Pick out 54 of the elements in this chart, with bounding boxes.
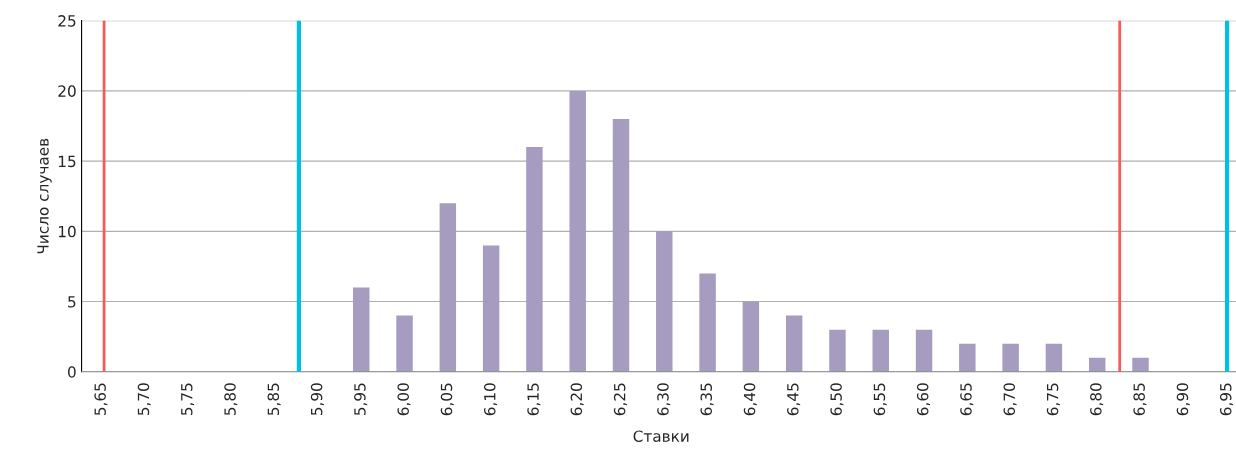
bar (785, 315, 803, 372)
x-tick-label: 6,15 (527, 383, 541, 416)
x-tick-label: 5,65 (94, 383, 108, 416)
y-tick-label: 5 (68, 296, 76, 308)
bar (1045, 343, 1063, 372)
bar (959, 343, 976, 372)
x-tick-label: 6,45 (787, 383, 801, 416)
bar (396, 315, 413, 372)
x-tick-label: 6,90 (1176, 383, 1190, 416)
bar (829, 329, 846, 372)
x-tick-label: 6,65 (960, 383, 974, 416)
bar (1002, 343, 1019, 372)
x-tick-label: 6,70 (1003, 383, 1017, 416)
bar (612, 118, 630, 372)
x-tick-label: 6,00 (397, 383, 411, 416)
bar (742, 301, 760, 372)
x-tick-label: 6,75 (1046, 383, 1060, 416)
y-tick-label: 15 (58, 155, 76, 168)
bar (699, 273, 716, 372)
x-axis-title: Ставки (633, 430, 689, 442)
bar (439, 203, 457, 372)
x-tick-label: 5,80 (224, 383, 238, 416)
bar (872, 329, 889, 372)
x-tick-label: 6,55 (873, 383, 887, 416)
y-tick-label: 20 (58, 85, 76, 97)
y-tick-label: 10 (58, 225, 76, 238)
x-tick-label: 6,40 (743, 383, 757, 416)
bar (915, 329, 933, 372)
x-tick-label: 6,80 (1090, 383, 1104, 416)
x-tick-label: 6,95 (1219, 383, 1234, 416)
bar (353, 287, 370, 372)
x-tick-label: 5,70 (137, 383, 151, 416)
bar (656, 231, 673, 372)
y-axis-title: Число случаев (37, 138, 52, 254)
bar (526, 147, 543, 372)
x-tick-label: 6,85 (1133, 383, 1147, 416)
bar (482, 245, 500, 372)
x-tick-label: 6,30 (657, 383, 671, 416)
x-tick-label: 5,90 (310, 383, 324, 416)
bar (569, 90, 586, 372)
x-tick-label: 6,50 (830, 383, 844, 416)
bar (1132, 357, 1149, 372)
bar (1088, 357, 1106, 372)
x-tick-label: 5,95 (354, 383, 368, 416)
y-tick-label: 0 (68, 366, 76, 378)
x-tick-label: 6,20 (570, 383, 584, 416)
x-tick-label: 6,25 (613, 383, 627, 416)
x-tick-label: 6,05 (440, 383, 454, 416)
x-tick-label: 5,85 (267, 383, 281, 416)
x-tick-label: 5,75 (181, 383, 195, 416)
y-tick-label: 25 (58, 15, 76, 27)
x-tick-label: 6,10 (484, 383, 498, 416)
x-tick-label: 6,60 (916, 383, 931, 416)
x-tick-label: 6,35 (700, 383, 714, 416)
